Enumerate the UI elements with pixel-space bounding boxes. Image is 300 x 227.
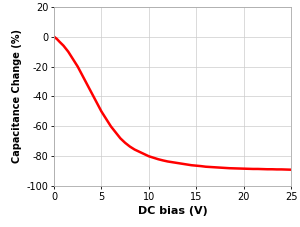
Y-axis label: Capacitance Change (%): Capacitance Change (%) <box>12 30 22 163</box>
X-axis label: DC bias (V): DC bias (V) <box>138 206 207 216</box>
